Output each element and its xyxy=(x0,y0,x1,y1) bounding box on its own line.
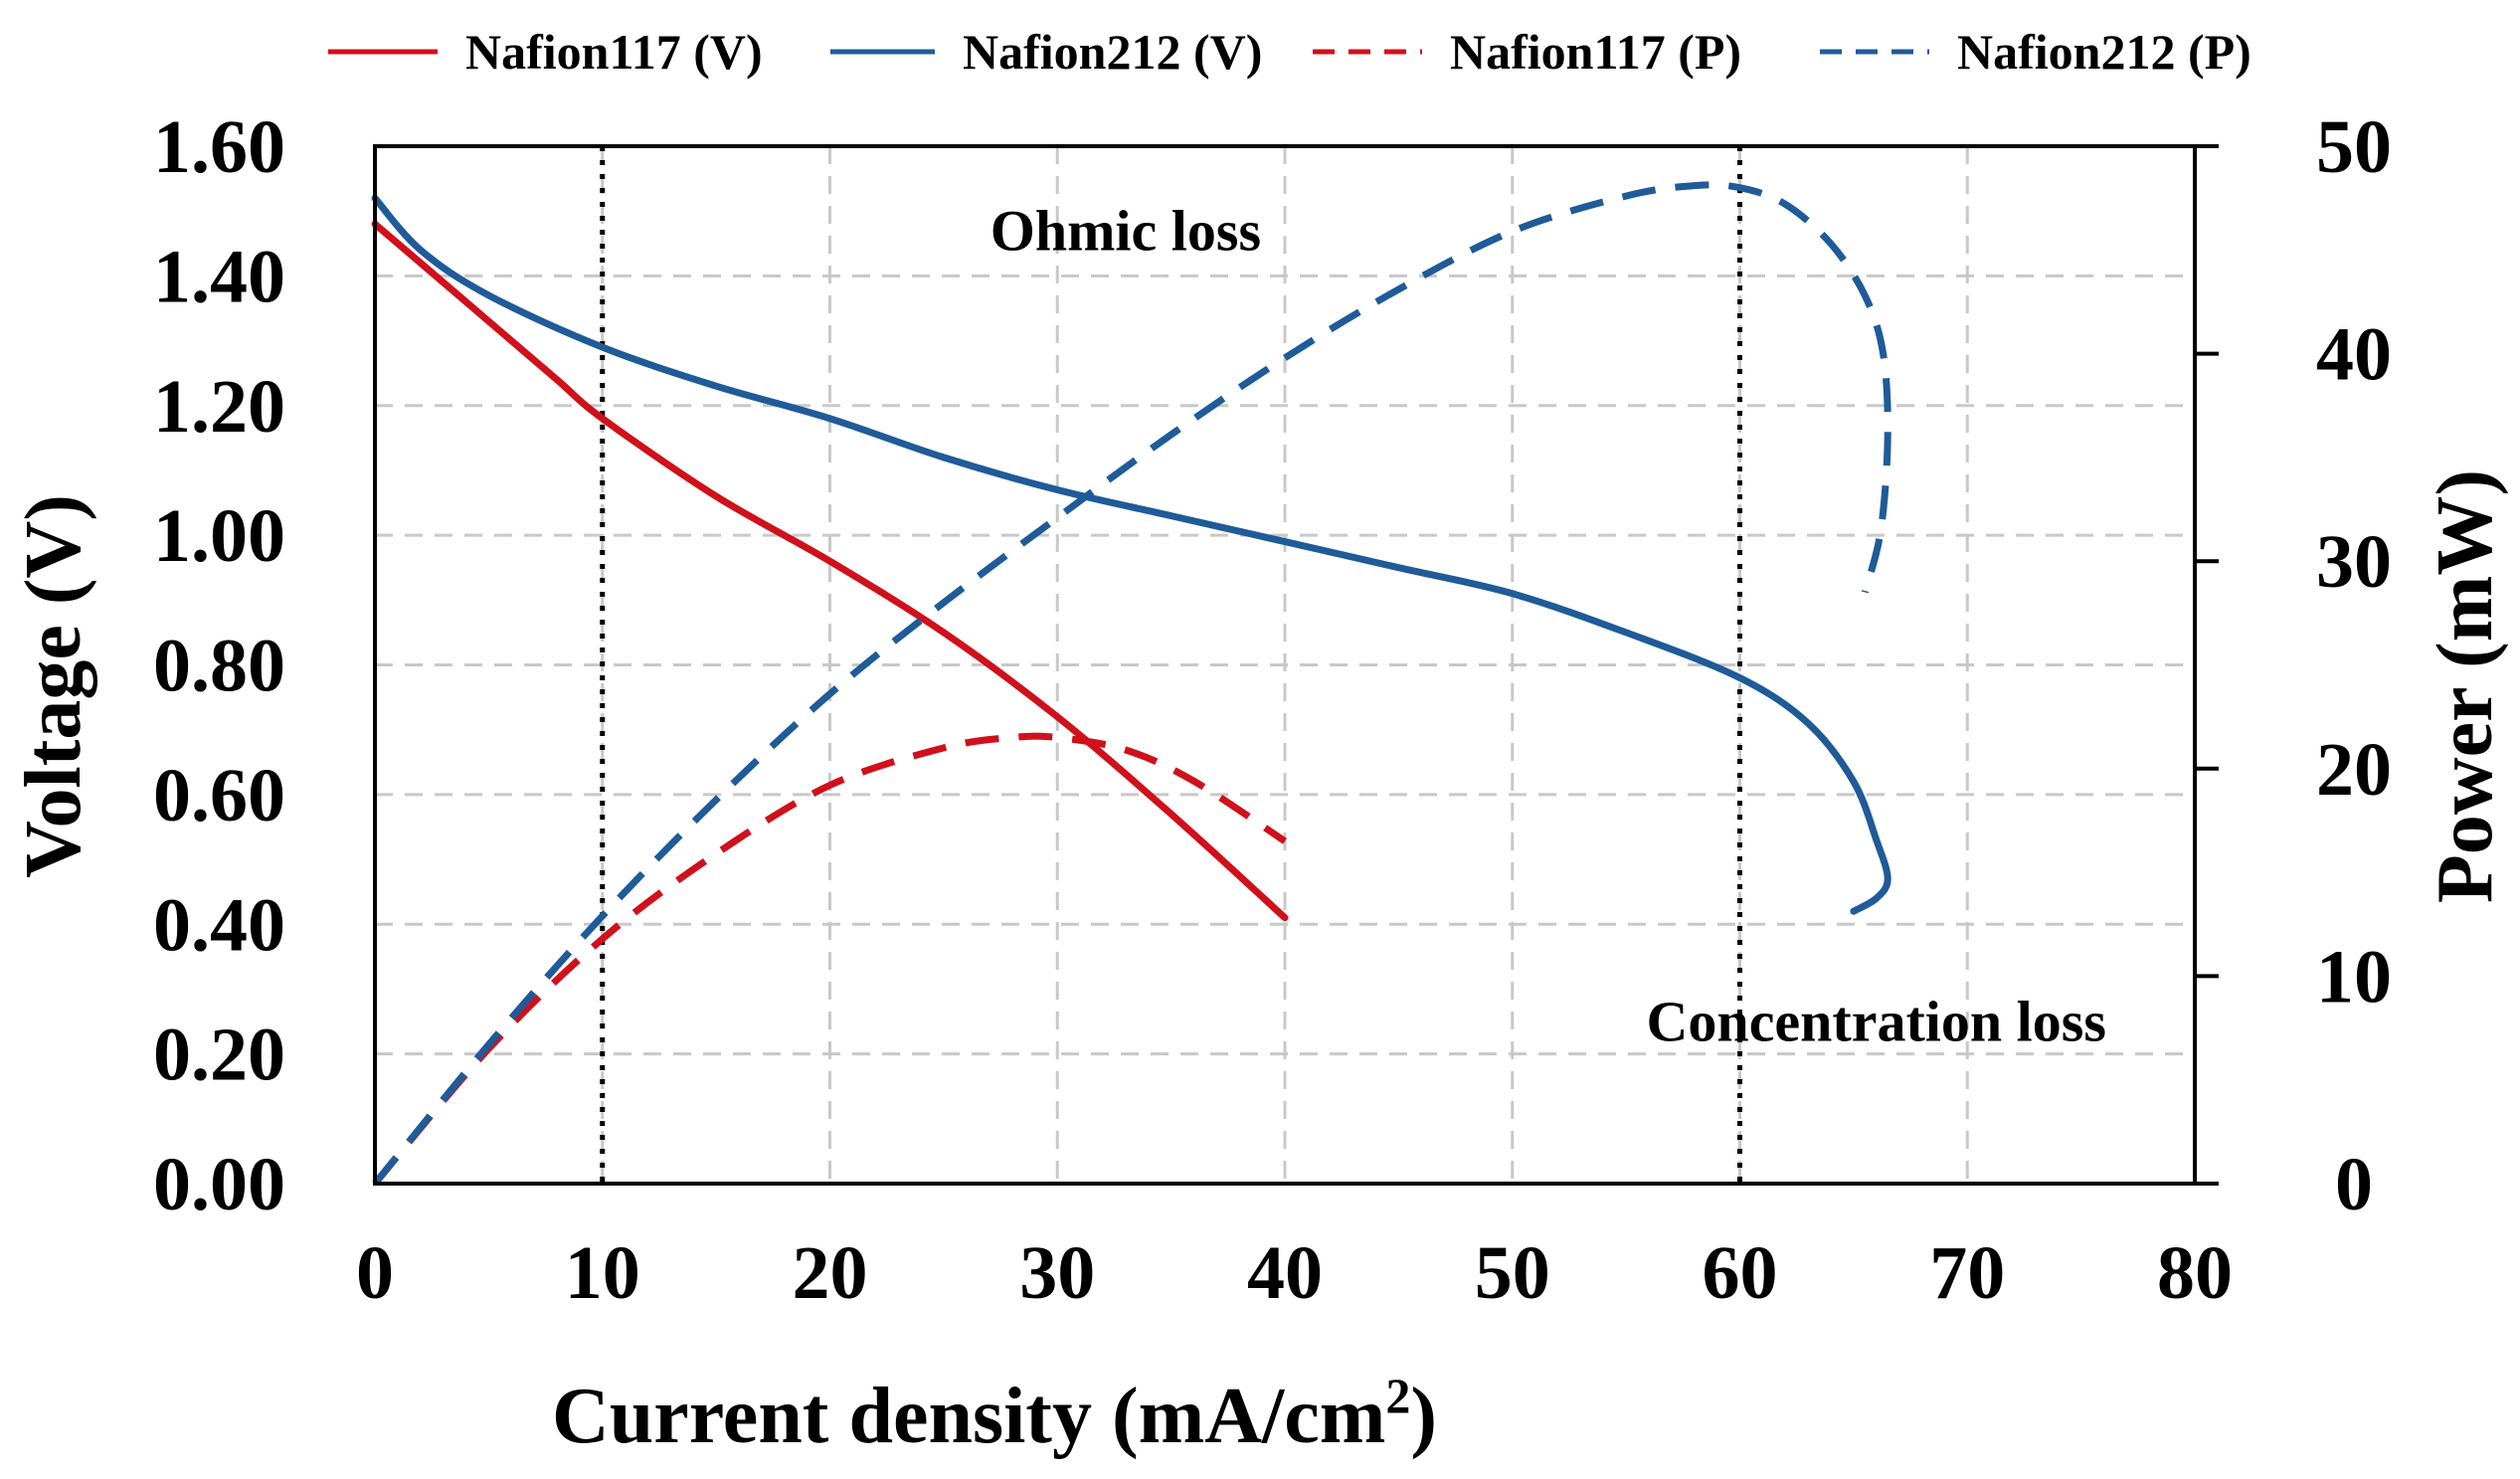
x-tick-label: 10 xyxy=(565,1231,640,1315)
annotation-label: Concentration loss xyxy=(1647,990,2106,1054)
y-axis-title: Voltage (V) xyxy=(10,494,97,878)
x-tick-label: 50 xyxy=(1475,1231,1550,1315)
series-line-nafion212-v xyxy=(371,194,1891,915)
y-tick-label: 0.00 xyxy=(153,1143,285,1226)
x-tick-label: 0 xyxy=(356,1231,394,1315)
series-line-nafion212-p xyxy=(372,181,1891,1187)
annotation-label: Ohmic loss xyxy=(990,198,1261,263)
y2-tick-label: 30 xyxy=(2316,520,2392,604)
tick-labels: 0 10 20 30 40 50 60 70 80 0.00 0.20 0.40 0.60 0.80 1.0… xyxy=(153,105,2392,1315)
plot-frame xyxy=(373,144,2197,1186)
y2-tick-label: 0 xyxy=(2335,1143,2373,1226)
legend-label: Nafion117 (P) xyxy=(1450,24,1741,80)
x-tick-label: 40 xyxy=(1247,1231,1323,1315)
tick-marks xyxy=(2195,144,2219,1186)
y2-tick-label: 50 xyxy=(2316,105,2392,189)
y2-tick-label: 40 xyxy=(2316,313,2392,397)
legend: Nafion117 (V) Nafion212 (V) Nafion117 (P) N… xyxy=(328,24,2251,80)
x-axis-title: Current density (mA/cm2) xyxy=(552,1368,1437,1460)
legend-label: Nafion117 (V) xyxy=(465,24,763,80)
grid-lines xyxy=(375,146,2195,1184)
x-tick-label: 70 xyxy=(1929,1231,2005,1315)
y-tick-label: 1.60 xyxy=(153,105,285,189)
legend-label: Nafion212 (V) xyxy=(963,24,1262,80)
y2-axis-title: Power (mW) xyxy=(2422,469,2509,903)
region-dividers xyxy=(600,146,1742,1184)
y-tick-label: 0.60 xyxy=(153,754,285,837)
y-tick-label: 1.20 xyxy=(153,365,285,449)
y-tick-label: 1.40 xyxy=(153,235,285,318)
x-tick-label: 30 xyxy=(1019,1231,1095,1315)
legend-label: Nafion212 (P) xyxy=(1957,24,2251,80)
x-tick-label: 20 xyxy=(793,1231,868,1315)
annotations: Ohmic loss Concentration loss xyxy=(990,198,2106,1053)
y-tick-label: 1.00 xyxy=(153,494,285,578)
series-line-nafion117-v xyxy=(371,220,1289,922)
y-tick-label: 0.20 xyxy=(153,1014,285,1097)
x-tick-label: 80 xyxy=(2157,1231,2233,1315)
y-tick-label: 0.80 xyxy=(153,625,285,708)
y-tick-label: 0.40 xyxy=(153,883,285,967)
data-series xyxy=(371,181,1891,1187)
y2-tick-label: 10 xyxy=(2316,935,2392,1018)
x-tick-label: 60 xyxy=(1703,1231,1778,1315)
y2-tick-label: 20 xyxy=(2316,728,2392,812)
series-line-nafion117-p xyxy=(372,732,1287,1187)
